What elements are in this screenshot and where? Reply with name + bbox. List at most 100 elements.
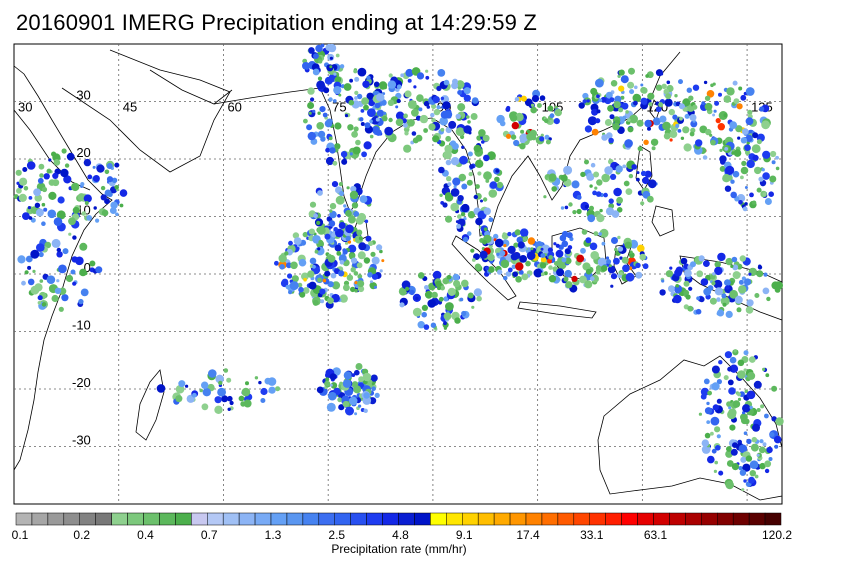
precip-cell: [461, 145, 465, 149]
colorbar-tick-label: 120.2: [761, 528, 793, 542]
precip-cell: [471, 305, 475, 309]
precip-cell: [505, 271, 512, 277]
precip-cell: [525, 260, 531, 267]
precip-cell: [345, 406, 354, 416]
precip-cell: [185, 384, 189, 388]
precip-cell: [713, 109, 717, 113]
precip-cell: [617, 235, 621, 240]
precip-cell: [743, 368, 747, 372]
precip-cell: [566, 232, 573, 239]
precip-cell: [629, 89, 635, 95]
precip-cell: [727, 379, 734, 386]
precip-cell: [701, 439, 709, 447]
precip-cell: [332, 99, 337, 103]
precip-cell: [454, 317, 461, 324]
precip-cell: [564, 248, 571, 255]
precip-cell: [474, 263, 482, 271]
precip-cell: [736, 103, 743, 110]
colorbar-segment: [398, 512, 415, 526]
precip-cell: [515, 262, 524, 271]
precip-cell: [743, 278, 752, 286]
precip-cell: [585, 268, 592, 275]
precip-cell: [324, 76, 333, 85]
precip-cell: [395, 111, 405, 120]
precip-cell: [452, 177, 461, 186]
precip-cell: [348, 99, 355, 106]
precip-cell: [704, 95, 711, 102]
precip-cell: [659, 289, 666, 296]
precip-cell: [734, 295, 743, 304]
precip-cell: [22, 212, 30, 221]
precip-cell: [41, 221, 46, 226]
precip-cell: [80, 182, 85, 187]
precip-cell: [16, 181, 20, 185]
precip-cell: [740, 94, 747, 101]
precip-cell: [325, 156, 335, 166]
precip-cell: [717, 252, 726, 262]
precip-cell: [438, 296, 444, 302]
precip-cell: [68, 217, 76, 226]
precip-cell: [716, 297, 721, 302]
precip-cell: [75, 256, 84, 266]
precip-cell: [544, 134, 550, 140]
precip-cell: [637, 146, 643, 152]
colorbar-segment: [653, 512, 670, 526]
precip-cell: [609, 97, 615, 103]
precip-cell: [640, 97, 648, 105]
precip-cell: [19, 177, 28, 186]
precip-cell: [371, 386, 376, 392]
precip-cell: [37, 177, 44, 184]
precip-cell: [27, 278, 35, 286]
precip-cell: [586, 99, 590, 103]
precip-cell: [720, 159, 726, 165]
precip-cell: [38, 251, 44, 258]
precip-cell: [743, 431, 748, 436]
colorbar-segment: [95, 512, 112, 526]
precip-cell: [758, 176, 764, 182]
precip-cell: [747, 109, 753, 115]
colorbar-segment: [477, 512, 495, 526]
precip-cell: [710, 139, 716, 146]
precip-cell: [288, 290, 293, 295]
precip-cell: [324, 270, 331, 277]
precip-cell: [473, 144, 482, 153]
precip-cell: [328, 136, 333, 141]
precip-cell: [608, 198, 614, 204]
precip-cell: [322, 278, 327, 283]
precip-cell: [324, 119, 333, 128]
precip-cell: [505, 133, 512, 139]
precip-cell: [584, 204, 589, 209]
precip-cell: [666, 80, 671, 85]
precip-cell: [589, 184, 593, 188]
precip-cell: [80, 288, 89, 297]
precip-cell: [445, 302, 454, 311]
precip-cell: [636, 171, 640, 175]
precip-cell: [617, 74, 621, 79]
precip-cell: [418, 107, 423, 112]
precip-cell: [482, 134, 490, 142]
precip-cell: [313, 53, 319, 59]
precip-cell: [547, 258, 552, 264]
precip-cell: [32, 269, 36, 273]
precip-cell: [452, 273, 460, 281]
precip-cell: [737, 370, 746, 379]
precip-cell: [70, 269, 76, 275]
precip-cell: [201, 403, 209, 411]
precip-cell: [563, 276, 569, 282]
precip-cell: [298, 286, 304, 293]
precip-cell: [461, 279, 469, 288]
precip-cell: [522, 236, 528, 242]
precip-cell: [652, 117, 661, 126]
precip-cell: [709, 297, 717, 305]
precip-cell: [284, 251, 289, 256]
precip-cell: [424, 290, 433, 299]
colorbar-segment: [47, 512, 65, 526]
precip-cell: [351, 257, 358, 264]
precip-cell: [711, 365, 720, 374]
precip-cell: [109, 207, 117, 215]
precip-cell: [732, 400, 741, 408]
precip-cell: [584, 159, 589, 165]
precip-cell: [202, 388, 211, 397]
precip-cell: [466, 179, 473, 186]
precip-cell: [668, 108, 675, 116]
